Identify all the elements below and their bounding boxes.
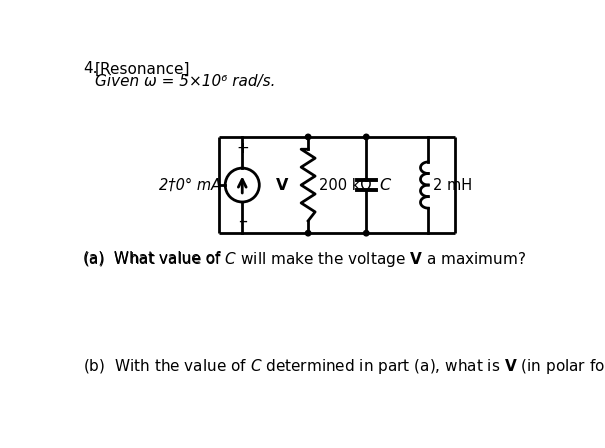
Text: 2†0° mA: 2†0° mA [159, 177, 221, 193]
Circle shape [306, 230, 311, 236]
Text: V: V [276, 177, 289, 193]
Circle shape [364, 230, 369, 236]
Text: (a)  What value of $C$ will make the voltage $\mathbf{V}$ a maximum?: (a) What value of $C$ will make the volt… [83, 250, 526, 269]
Text: –: – [238, 211, 247, 229]
Circle shape [306, 134, 311, 140]
Text: 2 mH: 2 mH [433, 177, 472, 193]
Text: (b)  With the value of $C$ determined in part (a), what is $\mathbf{V}$ (in pola: (b) With the value of $C$ determined in … [83, 357, 605, 375]
Text: [Resonance]: [Resonance] [95, 61, 191, 77]
Text: (a)  What value of: (a) What value of [83, 250, 226, 265]
Text: C: C [379, 177, 391, 193]
Text: Given ω = 5×10⁶ rad/s.: Given ω = 5×10⁶ rad/s. [95, 74, 275, 89]
Text: 4.: 4. [83, 61, 98, 77]
Text: 200 kΩ: 200 kΩ [319, 177, 371, 193]
Circle shape [364, 134, 369, 140]
Text: +: + [237, 141, 249, 156]
